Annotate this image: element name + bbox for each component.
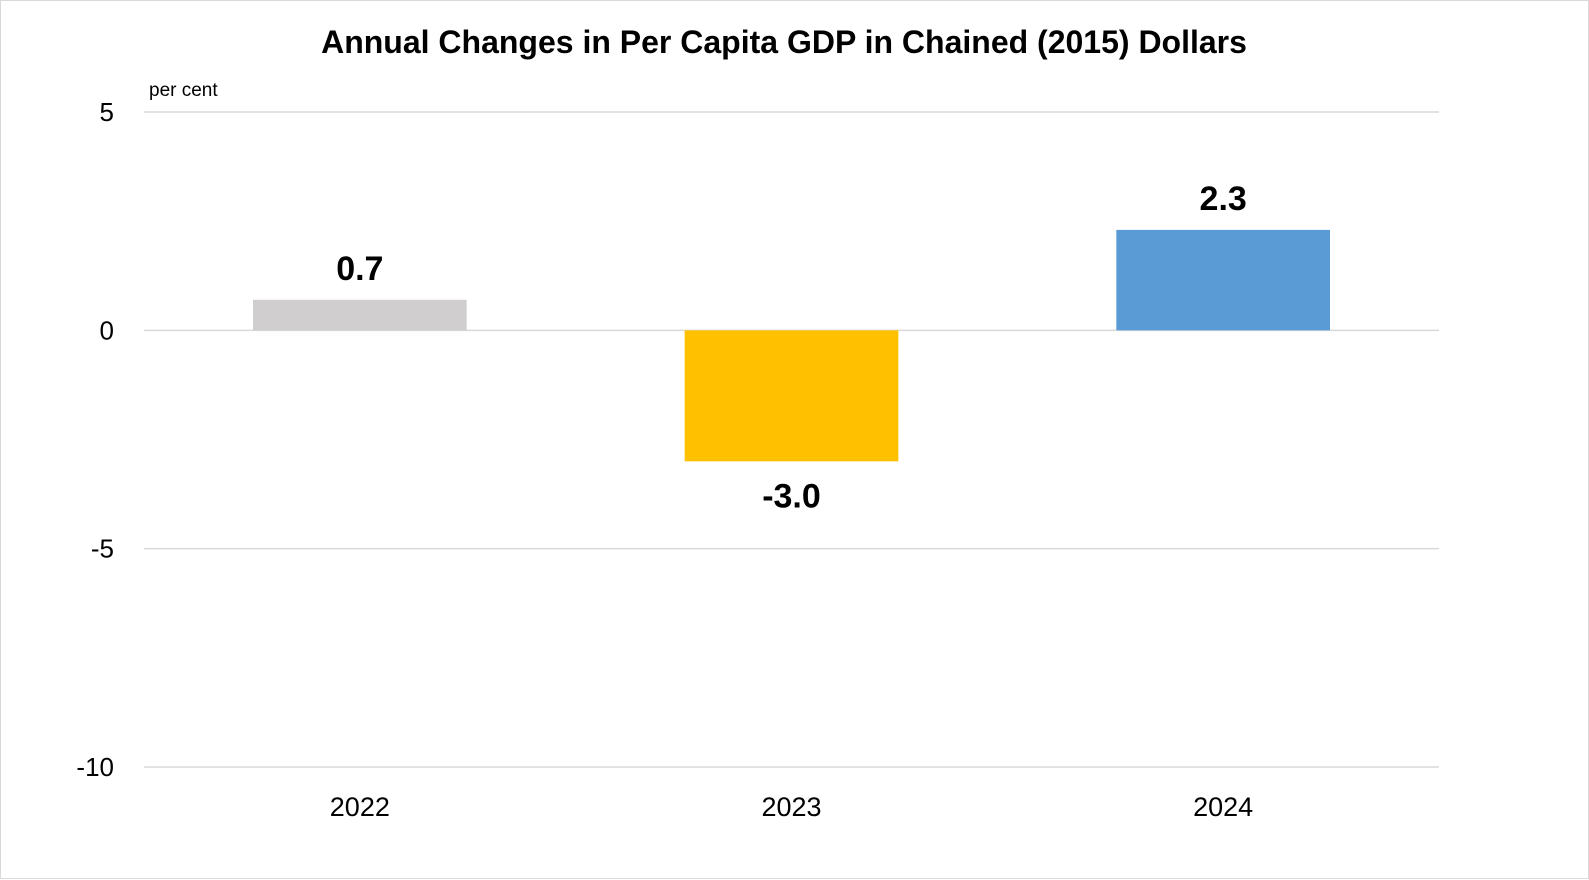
y-tick-label: -10 [76, 752, 114, 782]
data-labels: 0.7 -3.0 2.3 [336, 180, 1247, 515]
x-category-label: 2022 [330, 792, 390, 822]
y-axis-unit-label: per cent [149, 80, 218, 101]
y-tick-label: 5 [100, 97, 114, 127]
data-label-2022: 0.7 [336, 250, 383, 288]
gridlines [144, 111, 1439, 768]
data-label-2024: 2.3 [1200, 180, 1247, 218]
x-axis-categories: 2022 2023 2024 [330, 792, 1253, 822]
bar-2023 [684, 330, 899, 462]
chart-title: Annual Changes in Per Capita GDP in Chai… [321, 24, 1247, 60]
y-tick-label: 0 [100, 315, 114, 345]
bar-2024 [1116, 229, 1331, 331]
data-label-2023: -3.0 [762, 477, 821, 515]
bar-2022 [252, 299, 467, 331]
bars [252, 229, 1331, 462]
x-category-label: 2023 [761, 792, 821, 822]
x-category-label: 2024 [1193, 792, 1253, 822]
y-tick-label: -5 [91, 534, 114, 564]
y-axis-ticks: 5 0 -5 -10 [76, 97, 114, 782]
